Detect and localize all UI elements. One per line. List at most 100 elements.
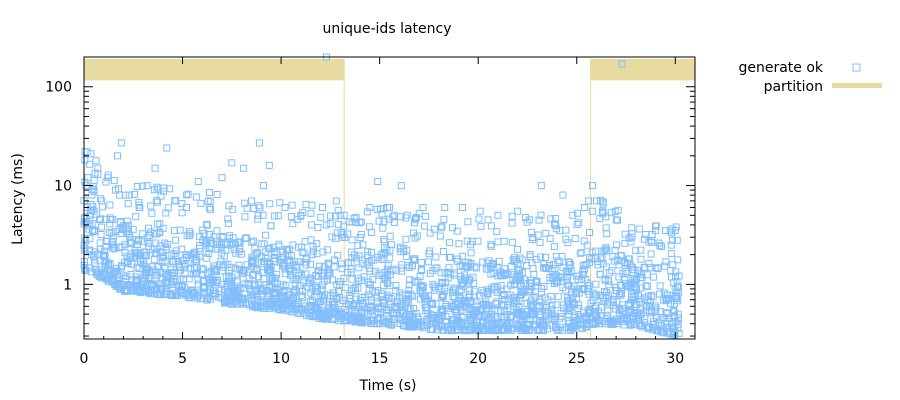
- data-point: [348, 218, 356, 226]
- data-point: [308, 201, 316, 209]
- data-point: [161, 264, 169, 272]
- data-point: [284, 247, 291, 255]
- data-point: [592, 247, 600, 255]
- data-point: [568, 289, 576, 297]
- data-point: [552, 252, 560, 260]
- data-point: [661, 262, 669, 270]
- data-point: [668, 273, 675, 281]
- data-point: [426, 229, 434, 237]
- data-point: [338, 260, 345, 268]
- data-point: [567, 294, 575, 302]
- data-point: [294, 243, 302, 251]
- data-point: [414, 277, 422, 285]
- data-point: [508, 219, 516, 227]
- data-point: [455, 240, 463, 248]
- data-point: [279, 292, 287, 300]
- data-point: [229, 205, 237, 213]
- data-point: [419, 204, 427, 211]
- data-point: [172, 247, 180, 255]
- data-point: [297, 305, 305, 313]
- data-point: [552, 323, 560, 331]
- data-point: [389, 265, 397, 273]
- data-point: [352, 213, 360, 221]
- data-points: [80, 53, 683, 339]
- data-point: [392, 282, 400, 289]
- data-point: [637, 255, 645, 263]
- data-point: [230, 246, 238, 253]
- data-point: [357, 297, 364, 304]
- data-point: [552, 301, 560, 309]
- data-point: [424, 309, 432, 317]
- data-point: [271, 212, 279, 220]
- data-point: [203, 221, 211, 229]
- data-point: [191, 290, 199, 298]
- data-point: [574, 209, 581, 217]
- data-point: [425, 258, 432, 266]
- data-point: [578, 324, 586, 332]
- data-point: [198, 270, 206, 278]
- data-point: [565, 269, 573, 276]
- data-point: [381, 299, 389, 307]
- data-point: [458, 204, 466, 211]
- data-point: [565, 301, 573, 309]
- data-point: [637, 305, 645, 313]
- data-point: [164, 204, 172, 212]
- data-point: [288, 201, 296, 209]
- data-point: [296, 310, 304, 318]
- data-point: [97, 231, 105, 238]
- data-point: [579, 262, 587, 269]
- data-point: [320, 294, 328, 302]
- data-point: [414, 313, 422, 321]
- data-point: [449, 293, 457, 300]
- data-point: [636, 322, 644, 330]
- data-point: [644, 292, 652, 300]
- data-point: [583, 261, 591, 268]
- data-point: [552, 221, 560, 229]
- data-point: [86, 160, 94, 168]
- data-point: [617, 281, 625, 289]
- data-point: [410, 323, 418, 330]
- data-point: [457, 281, 465, 289]
- data-point: [612, 216, 620, 224]
- data-point: [630, 266, 638, 274]
- data-point: [579, 271, 587, 278]
- data-point: [589, 182, 596, 190]
- data-point: [390, 319, 398, 327]
- data-point: [357, 218, 365, 226]
- data-point: [538, 326, 546, 334]
- data-point: [653, 313, 660, 321]
- data-point: [199, 226, 207, 234]
- data-point: [458, 286, 466, 294]
- data-point: [478, 320, 486, 328]
- data-point: [262, 286, 270, 294]
- data-point: [602, 263, 610, 271]
- data-point: [405, 281, 413, 289]
- data-point: [548, 321, 556, 329]
- data-point: [271, 304, 279, 312]
- data-point: [573, 287, 580, 295]
- data-point: [645, 259, 653, 267]
- data-point: [154, 263, 162, 271]
- data-point: [621, 230, 629, 238]
- data-point: [374, 178, 382, 185]
- data-point: [162, 278, 170, 286]
- data-point: [648, 238, 656, 246]
- data-point: [366, 204, 374, 211]
- data-point: [125, 191, 133, 199]
- data-point: [162, 246, 170, 254]
- data-point: [492, 300, 500, 308]
- data-point: [306, 298, 314, 306]
- data-point: [458, 252, 466, 260]
- data-point: [146, 268, 154, 276]
- data-point: [402, 235, 410, 243]
- data-point: [404, 290, 412, 298]
- data-point: [349, 316, 357, 324]
- data-point: [171, 289, 179, 297]
- data-point: [584, 287, 592, 295]
- data-point: [318, 292, 326, 300]
- data-point: [536, 239, 544, 246]
- data-point: [241, 266, 249, 274]
- data-point: [628, 263, 636, 271]
- data-point: [440, 248, 447, 255]
